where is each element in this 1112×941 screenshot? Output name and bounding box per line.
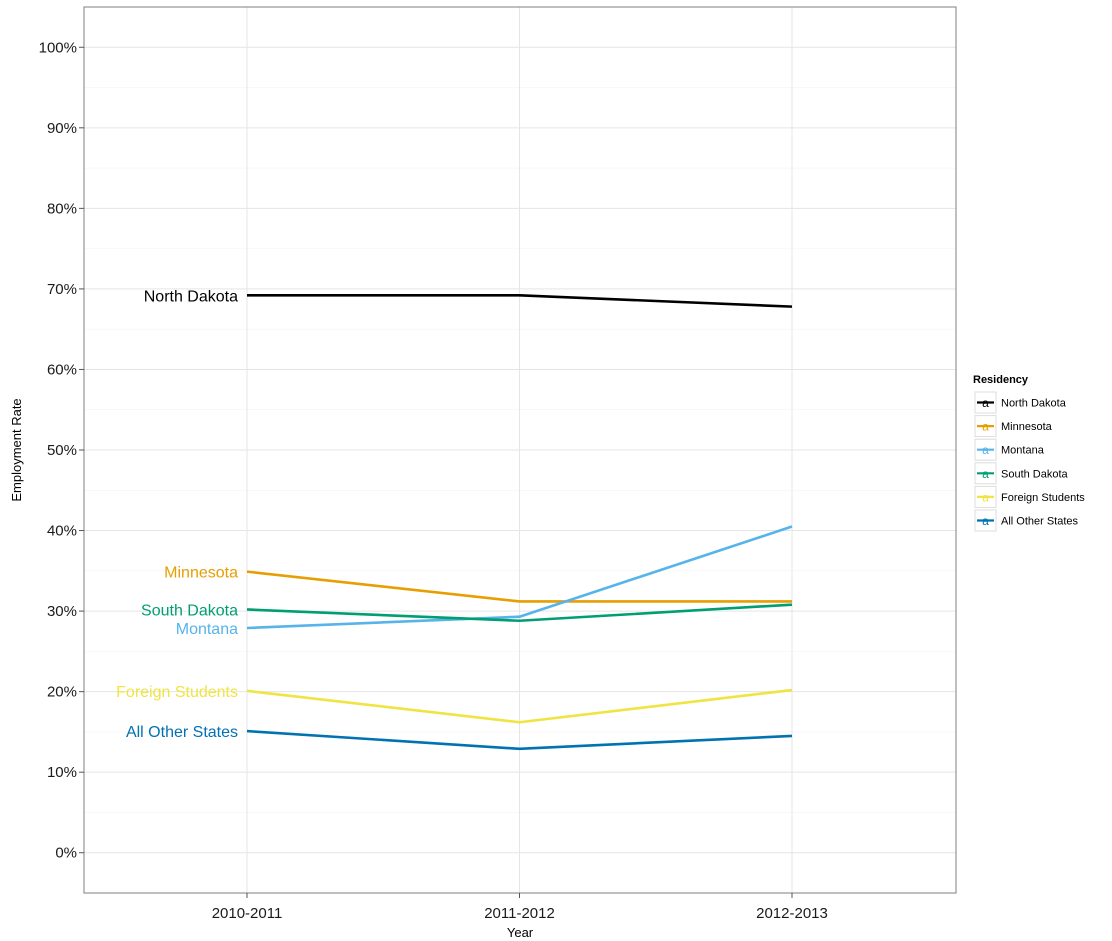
series-line-minnesota (246, 570, 792, 603)
legend-key-glyph: a (982, 396, 989, 410)
legend-label: Montana (1001, 445, 1045, 457)
series-label-foreign-students: Foreign Students (116, 684, 238, 701)
grid (84, 7, 956, 893)
series-line-all-other-states (246, 729, 793, 751)
y-tick-label: 60% (47, 361, 77, 378)
legend-item-montana: a Montana (974, 438, 1045, 461)
series-labels: North Dakota Minnesota Montana South Dakota… (116, 288, 238, 741)
series-line-south-dakota (246, 603, 793, 623)
legend-item-all-other-states: a All Other States (974, 509, 1079, 532)
series-line-foreign-students (246, 688, 793, 724)
legend-label: Foreign Students (1001, 492, 1085, 504)
series-label-montana: Montana (176, 621, 238, 638)
legend-key-glyph: a (982, 514, 989, 528)
legend-item-foreign-students: a Foreign Students (974, 485, 1085, 508)
legend-label: South Dakota (1001, 468, 1069, 480)
legend-item-south-dakota: a South Dakota (974, 462, 1069, 485)
y-axis-title: Employment Rate (9, 398, 24, 501)
y-tick-label: 30% (47, 603, 77, 620)
series-lines (246, 294, 793, 751)
legend-key-glyph: a (982, 467, 989, 481)
y-tick-label: 20% (47, 684, 77, 701)
series-label-south-dakota: South Dakota (141, 602, 238, 619)
legend-key-glyph: a (982, 420, 989, 434)
series-label-all-other-states: All Other States (126, 724, 238, 741)
y-tick-label: 90% (47, 120, 77, 137)
legend: Residency a North Dakota a Minnesota a Montana… (973, 374, 1085, 532)
legend-key-glyph: a (982, 443, 989, 457)
y-tick-label: 100% (39, 39, 77, 56)
legend-label: North Dakota (1001, 398, 1067, 410)
y-tick-label: 50% (47, 442, 77, 459)
legend-label: Minnesota (1001, 421, 1053, 433)
legend-item-north-dakota: a North Dakota (974, 391, 1067, 414)
legend-label: All Other States (1001, 516, 1079, 528)
y-tick-label: 40% (47, 523, 77, 540)
axes: 0% 10% 20% 30% 40% 50% 60% 70% 80% 90% 100% 2010-20… (9, 39, 828, 940)
legend-key-glyph: a (982, 490, 989, 504)
x-tick-label: 2012-2013 (756, 905, 828, 922)
y-tick-label: 0% (55, 845, 77, 862)
series-label-minnesota: Minnesota (164, 565, 238, 582)
series-line-north-dakota (247, 294, 793, 308)
x-axis-title: Year (507, 925, 534, 940)
series-line-montana (246, 525, 793, 630)
x-tick-label: 2010-2011 (212, 905, 283, 922)
y-tick-label: 10% (47, 764, 77, 781)
x-tick-label: 2011-2012 (484, 905, 555, 922)
y-tick-label: 70% (47, 281, 77, 298)
legend-item-minnesota: a Minnesota (974, 415, 1053, 438)
y-tick-label: 80% (47, 200, 77, 217)
series-label-north-dakota: North Dakota (144, 288, 238, 305)
legend-title: Residency (973, 374, 1029, 386)
